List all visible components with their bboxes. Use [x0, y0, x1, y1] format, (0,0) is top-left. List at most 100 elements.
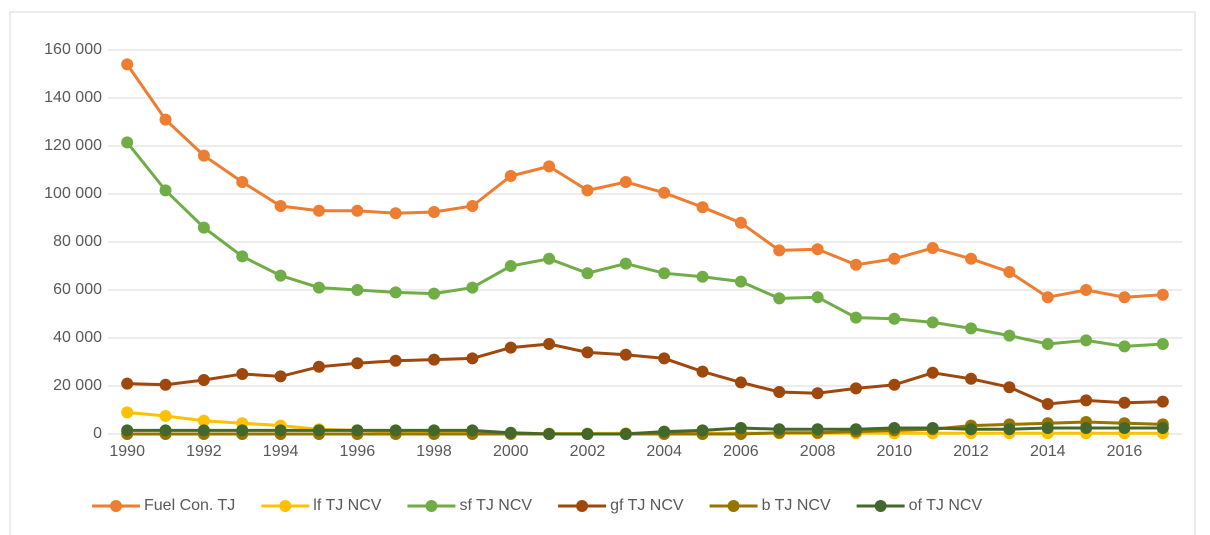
data-point [466, 281, 479, 294]
data-point [504, 170, 517, 182]
data-point [926, 316, 939, 329]
data-point [849, 258, 862, 271]
data-point [197, 424, 210, 437]
data-point [734, 376, 747, 389]
data-point [236, 368, 249, 380]
legend-label: of TJ NCV [909, 497, 983, 514]
data-point [543, 160, 556, 173]
data-point [1003, 266, 1016, 278]
data-point [1003, 329, 1016, 342]
data-point [658, 267, 671, 280]
y-tick-label: 80 000 [53, 233, 102, 250]
data-point [428, 353, 441, 366]
data-point [1003, 381, 1016, 394]
y-tick-label: 40 000 [53, 329, 102, 346]
data-point [274, 424, 287, 437]
x-tick-label: 1994 [263, 443, 299, 460]
data-point [121, 406, 134, 419]
data-point [466, 352, 479, 365]
x-tick-label: 2004 [646, 443, 682, 460]
data-point [466, 424, 479, 437]
data-point [121, 377, 134, 390]
data-point [619, 257, 632, 270]
data-point [312, 424, 325, 437]
data-point [543, 428, 556, 440]
data-point [312, 281, 325, 294]
data-point [1080, 422, 1093, 434]
x-tick-label: 2014 [1030, 443, 1066, 460]
data-point [888, 252, 901, 265]
data-point [1118, 396, 1131, 409]
x-tick-label: 2006 [723, 443, 759, 460]
data-point [159, 113, 172, 126]
data-point [351, 424, 364, 437]
data-point [1156, 395, 1169, 408]
x-tick-label: 2010 [877, 443, 913, 460]
x-tick-label: 1992 [186, 443, 222, 460]
data-point [197, 221, 210, 234]
x-tick-label: 1998 [416, 443, 452, 460]
data-point [1080, 284, 1093, 296]
data-point [811, 423, 824, 436]
x-tick-label: 2002 [570, 443, 606, 460]
data-point [849, 382, 862, 395]
data-point [696, 270, 709, 283]
data-point [1118, 340, 1131, 353]
data-point [773, 292, 786, 305]
data-point [888, 312, 901, 325]
data-point [926, 422, 939, 434]
data-point [121, 136, 134, 149]
data-point [236, 250, 249, 263]
legend-marker [727, 500, 740, 512]
x-tick-label: 2012 [953, 443, 989, 460]
series-line [126, 141, 1163, 348]
data-point [504, 426, 517, 439]
legend-label: b TJ NCV [762, 497, 831, 514]
series-line [127, 342, 1163, 406]
data-point [389, 207, 402, 220]
data-point [159, 410, 172, 422]
chart-border [9, 11, 1196, 535]
data-point [1041, 291, 1054, 304]
data-point [658, 425, 671, 438]
data-point [696, 201, 709, 214]
data-point [734, 422, 747, 434]
legend-marker [110, 500, 122, 512]
data-point [1156, 338, 1169, 350]
data-point [351, 284, 364, 296]
data-point [1156, 422, 1169, 434]
data-point [926, 242, 939, 254]
legend-label: lf TJ NCV [313, 497, 381, 514]
y-tick-label: 20 000 [53, 377, 102, 394]
data-point [773, 423, 786, 436]
data-point [811, 291, 824, 304]
data-point [1041, 422, 1054, 434]
data-point [888, 378, 901, 391]
y-tick-label: 100 000 [44, 185, 102, 202]
data-point [1041, 398, 1054, 410]
y-tick-label: 160 000 [44, 41, 102, 58]
data-point [658, 186, 671, 199]
data-point [811, 387, 824, 400]
data-point [581, 267, 594, 280]
data-point [236, 424, 249, 437]
data-point [312, 360, 325, 373]
data-point [428, 287, 441, 300]
data-point [1080, 394, 1093, 407]
data-point [1118, 422, 1131, 434]
data-point [159, 378, 172, 391]
data-point [581, 428, 594, 440]
y-tick-label: 60 000 [53, 281, 102, 298]
data-point [428, 424, 441, 437]
data-point [543, 252, 556, 265]
data-point [236, 176, 249, 188]
data-point [274, 200, 287, 212]
data-point [965, 322, 978, 335]
data-point [658, 352, 671, 365]
data-point [389, 354, 402, 367]
legend-marker [576, 500, 589, 512]
data-point [619, 428, 632, 440]
data-point [159, 424, 172, 437]
legend-marker [425, 500, 438, 512]
